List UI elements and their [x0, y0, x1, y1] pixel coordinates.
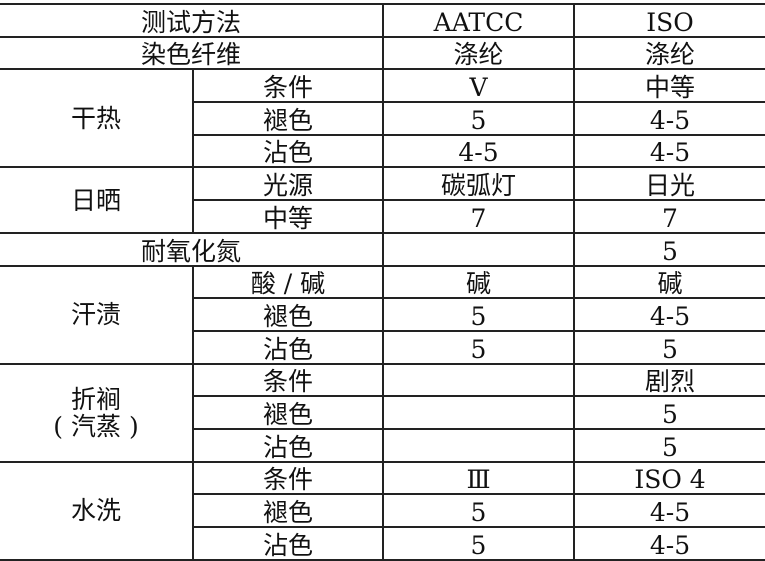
table-row: 日晒 光源 碳弧灯 日光 — [0, 166, 765, 234]
iso-value: 4-5 — [574, 297, 765, 332]
test-name-text: 干热 — [70, 103, 121, 133]
test-name: 干热 — [0, 68, 194, 169]
iso-value: 4-5 — [574, 133, 765, 169]
table-row: 中等 7 7 — [0, 199, 765, 234]
iso-value: 4-5 — [574, 526, 765, 561]
row-label: 条件 — [193, 68, 384, 104]
test-name: 汗渍 — [0, 264, 194, 365]
row-label: 褪色 — [193, 493, 384, 528]
aatcc-value: 7 — [383, 199, 575, 234]
test-name-text: 折裥 — [70, 384, 121, 414]
row-label: 沾色 — [193, 526, 384, 561]
aatcc-value: V — [383, 68, 575, 104]
table-row: 沾色 5 4-5 — [0, 526, 765, 561]
aatcc-value — [383, 427, 575, 463]
row-label: 光源 — [193, 166, 384, 202]
row-label: 沾色 — [193, 427, 384, 463]
header-iso: ISO — [574, 3, 765, 38]
table-row: 水洗 条件 Ⅲ ISO 4 — [0, 460, 765, 561]
aatcc-value: 5 — [383, 493, 575, 528]
header-row: 测试方法 AATCC ISO — [0, 3, 765, 38]
iso-value: 5 — [574, 395, 765, 430]
table-row: 褪色 5 4-5 — [0, 101, 765, 136]
table-row: 耐氧化氮 5 — [0, 231, 765, 267]
row-label: 褪色 — [193, 395, 384, 430]
row-label: 酸 / 碱 — [193, 264, 384, 300]
table-row: 汗渍 酸 / 碱 碱 碱 — [0, 264, 765, 365]
iso-value: ISO 4 — [574, 460, 765, 496]
table-row: 沾色 5 5 — [0, 329, 765, 365]
iso-value: 碱 — [574, 264, 765, 300]
aatcc-value — [383, 231, 575, 267]
aatcc-value — [383, 395, 575, 430]
iso-value: 日光 — [574, 166, 765, 202]
iso-value: 剧烈 — [574, 362, 765, 398]
test-name: 折裥 ( 汽蒸 ) — [0, 362, 194, 463]
header-aatcc: AATCC — [383, 3, 575, 38]
iso-value: 中等 — [574, 68, 765, 104]
iso-value: 4-5 — [574, 493, 765, 528]
row-label: 条件 — [193, 460, 384, 496]
aatcc-value: 4-5 — [383, 133, 575, 169]
aatcc-value: 5 — [383, 526, 575, 561]
aatcc-value: 5 — [383, 297, 575, 332]
table-row: 褪色 5 — [0, 395, 765, 430]
table-row: 褪色 5 4-5 — [0, 493, 765, 528]
iso-value: 5 — [574, 329, 765, 365]
fiber-row: 染色纤维 涤纶 涤纶 — [0, 35, 765, 71]
test-name: 日晒 — [0, 166, 194, 234]
aatcc-value: 5 — [383, 329, 575, 365]
aatcc-value: 碳弧灯 — [383, 166, 575, 202]
aatcc-value: 5 — [383, 101, 575, 136]
row-label: 沾色 — [193, 329, 384, 365]
iso-value: 5 — [574, 231, 765, 267]
table-row: 沾色 4-5 4-5 — [0, 133, 765, 169]
test-name-sub: ( 汽蒸 ) — [53, 411, 139, 441]
test-name-text: 汗渍 — [70, 300, 121, 330]
test-name: 水洗 — [0, 460, 194, 561]
aatcc-value: Ⅲ — [383, 460, 575, 496]
fiber-aatcc: 涤纶 — [383, 35, 575, 71]
iso-value: 5 — [574, 427, 765, 463]
table-row: 干热 条件 V 中等 — [0, 68, 765, 169]
table-row: 褪色 5 4-5 — [0, 297, 765, 332]
row-label: 中等 — [193, 199, 384, 234]
header-method: 测试方法 — [0, 3, 384, 38]
aatcc-value — [383, 362, 575, 398]
row-label: 条件 — [193, 362, 384, 398]
table-row: 沾色 5 — [0, 427, 765, 463]
row-label: 沾色 — [193, 133, 384, 169]
fastness-table: 测试方法 AATCC ISO 染色纤维 涤纶 涤纶 干热 条件 V 中等 褪色 5… — [0, 3, 765, 561]
row-label: 褪色 — [193, 297, 384, 332]
iso-value: 4-5 — [574, 101, 765, 136]
test-name-text: 日晒 — [70, 185, 121, 215]
fiber-iso: 涤纶 — [574, 35, 765, 71]
row-label: 褪色 — [193, 101, 384, 136]
test-name-text: 水洗 — [70, 496, 121, 526]
aatcc-value: 碱 — [383, 264, 575, 300]
test-name: 耐氧化氮 — [0, 231, 384, 267]
fiber-label: 染色纤维 — [0, 35, 384, 71]
iso-value: 7 — [574, 199, 765, 234]
table-row: 折裥 ( 汽蒸 ) 条件 剧烈 — [0, 362, 765, 463]
